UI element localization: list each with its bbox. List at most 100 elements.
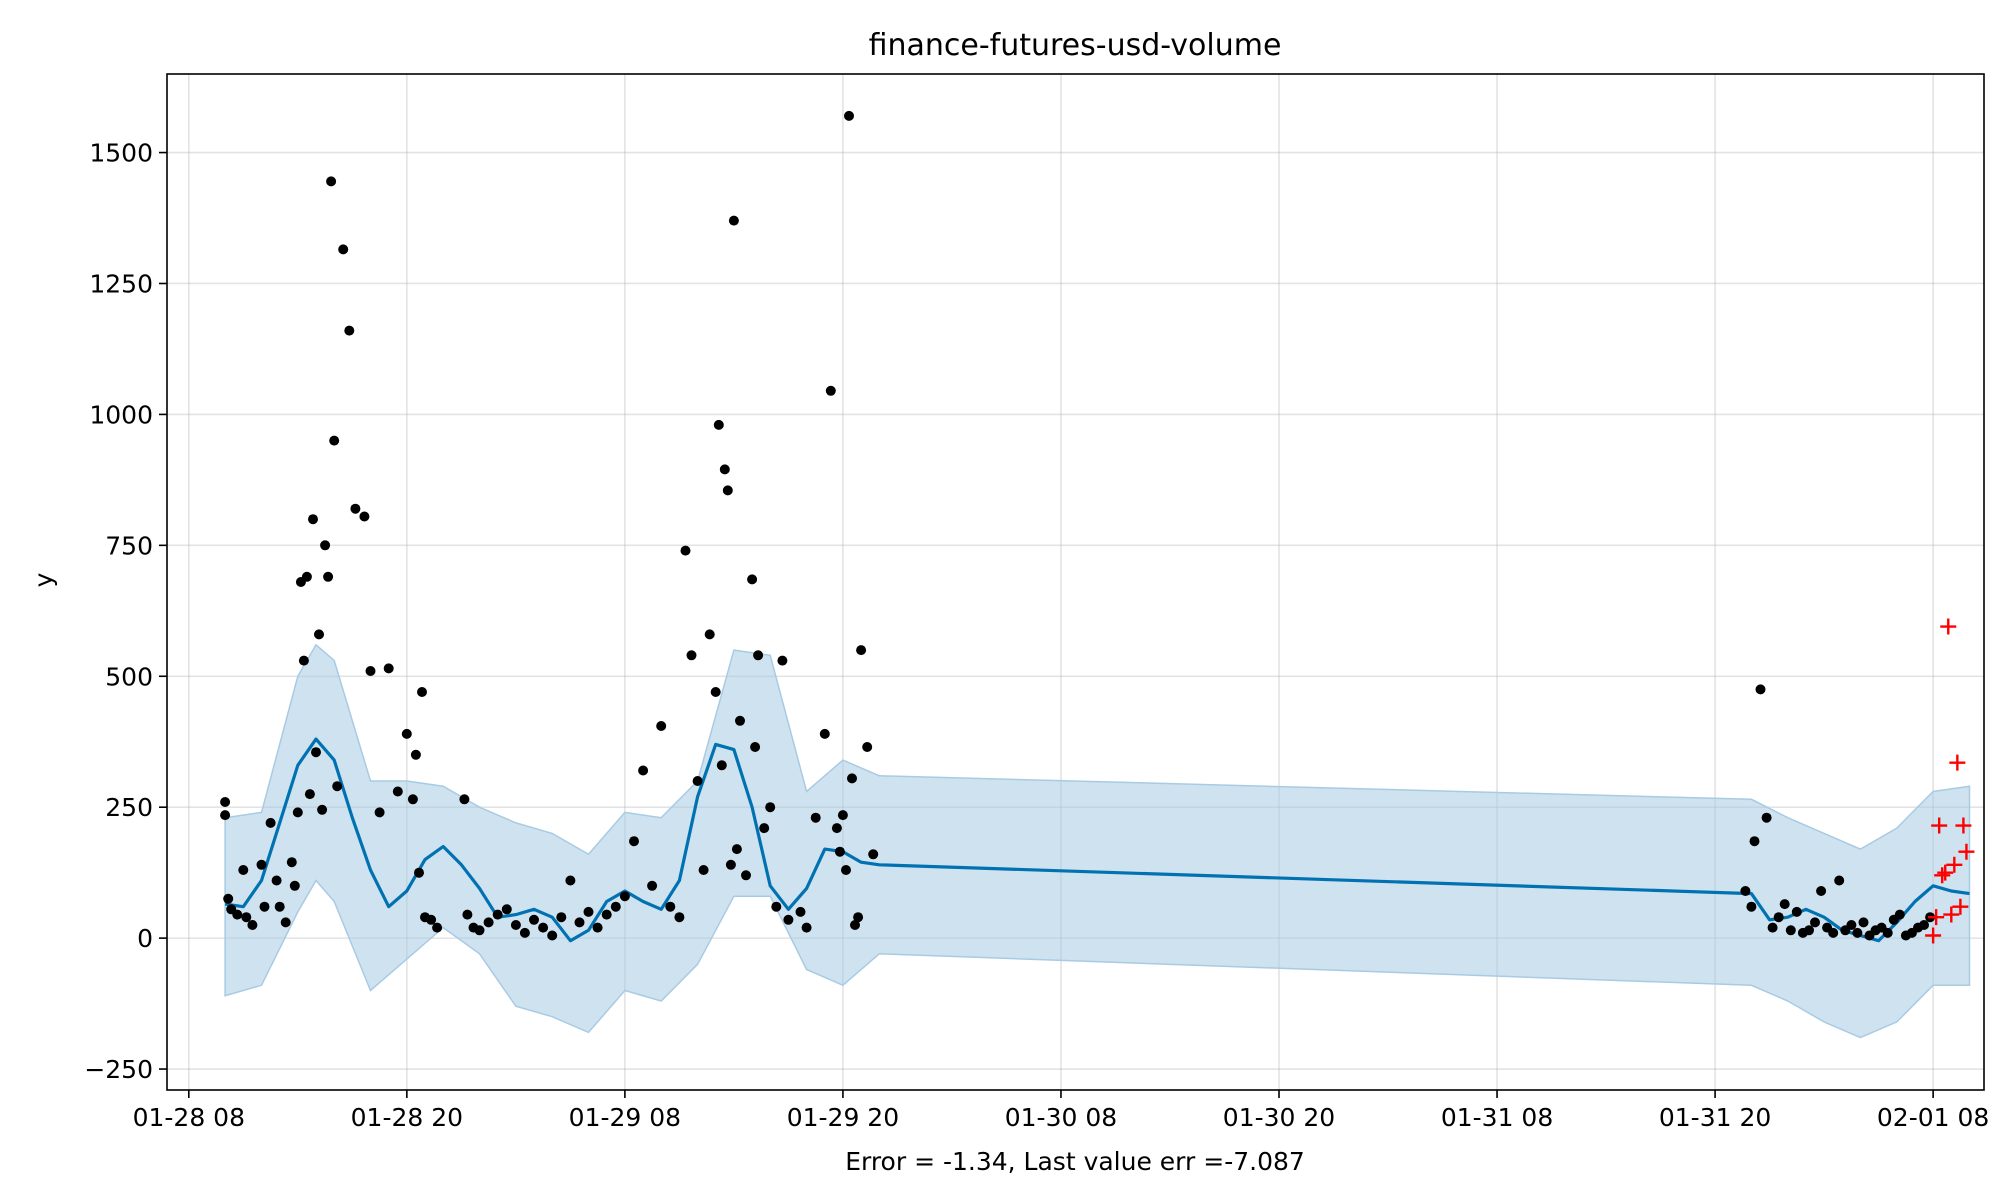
observed-point <box>850 920 860 930</box>
test-point <box>1928 909 1945 926</box>
observed-point <box>725 859 736 870</box>
observed-point <box>1785 925 1796 936</box>
observed-point <box>1779 899 1790 910</box>
observed-point <box>501 904 512 915</box>
observed-point <box>1804 925 1814 936</box>
observed-point <box>638 765 649 776</box>
observed-point <box>837 810 848 821</box>
observed-point <box>1919 920 1929 930</box>
observed-point <box>834 846 845 857</box>
observed-point <box>847 773 857 784</box>
observed-point <box>1767 922 1778 933</box>
observed-point <box>853 912 864 923</box>
observed-point <box>686 650 697 661</box>
observed-point <box>274 901 285 912</box>
test-point <box>1931 817 1948 834</box>
observed-point <box>492 909 503 920</box>
x-tick-label: 01-31 20 <box>1659 1103 1771 1132</box>
observed-point <box>1749 836 1760 847</box>
y-tick-label: 750 <box>105 531 153 560</box>
observed-point <box>713 419 724 430</box>
y-tick-label: 500 <box>105 662 153 691</box>
observed-point <box>868 849 879 860</box>
observed-point <box>1852 927 1863 938</box>
observed-point <box>265 817 276 828</box>
observed-point <box>719 464 730 475</box>
observed-point <box>601 909 612 920</box>
observed-point <box>311 747 321 758</box>
observed-point <box>680 545 691 556</box>
observed-point <box>323 571 334 582</box>
observed-point <box>432 922 443 933</box>
observed-point <box>610 901 621 912</box>
test-point <box>1943 906 1960 923</box>
observed-point <box>304 789 315 800</box>
observed-point <box>374 807 385 818</box>
y-tick-label: 250 <box>105 793 153 822</box>
observed-point <box>474 925 485 936</box>
test-point <box>1955 817 1972 834</box>
observed-point <box>529 914 539 925</box>
observed-point <box>856 645 867 656</box>
observed-point <box>223 893 234 904</box>
test-point <box>1958 843 1975 860</box>
test-point <box>1937 864 1954 881</box>
test-point <box>1925 927 1942 944</box>
x-axis: 01-28 08 01-28 20 01-29 08 01-29 20 01-30 08… <box>133 1090 1989 1132</box>
test-point <box>1946 856 1963 873</box>
observed-point <box>862 742 873 752</box>
observed-point <box>674 912 685 923</box>
observed-point <box>1834 875 1845 886</box>
observed-point <box>753 650 764 661</box>
observed-point <box>519 927 530 938</box>
y-axis-label: y <box>29 572 58 587</box>
observed-point <box>308 514 318 525</box>
observed-point <box>1810 917 1820 928</box>
observed-point <box>256 859 267 870</box>
observed-point <box>483 917 494 928</box>
observed-point <box>1858 917 1869 928</box>
observed-point <box>359 511 370 522</box>
observed-point <box>547 930 558 941</box>
x-axis-label: Error = -1.34, Last value err =-7.087 <box>845 1147 1305 1176</box>
observed-point <box>583 906 594 917</box>
observed-point <box>704 629 715 640</box>
observed-point <box>565 875 576 886</box>
observed-point <box>326 176 337 187</box>
observed-point <box>410 749 421 760</box>
observed-point <box>392 786 403 797</box>
observed-point <box>329 435 340 446</box>
y-tick-label: 0 <box>137 924 153 953</box>
test-point <box>1949 754 1966 771</box>
observed-point <box>592 922 603 933</box>
observed-point <box>301 571 312 582</box>
observed-point <box>722 485 733 496</box>
observed-point <box>1882 927 1893 938</box>
observed-point <box>1740 886 1751 896</box>
test-point <box>1952 898 1969 915</box>
chart-title: finance-futures-usd-volume <box>869 28 1282 63</box>
observed-point <box>556 912 567 923</box>
y-tick-label: 1250 <box>89 269 153 298</box>
observed-point <box>238 865 249 875</box>
observed-point <box>314 629 324 640</box>
observed-point <box>414 867 424 878</box>
observed-point <box>728 215 739 226</box>
observed-point <box>320 540 331 551</box>
y-tick-label: 1000 <box>89 400 153 429</box>
observed-point <box>819 728 830 739</box>
observed-point <box>510 920 521 930</box>
observed-point <box>731 844 742 855</box>
observed-point <box>1846 920 1857 930</box>
observed-point <box>1828 927 1839 938</box>
observed-point <box>241 912 252 923</box>
test-point <box>1940 618 1957 635</box>
forecast-line <box>224 737 1970 943</box>
observed-point <box>220 810 231 821</box>
observed-point <box>332 781 343 792</box>
x-tick-label: 02-01 08 <box>1877 1103 1989 1132</box>
observed-point <box>459 794 470 805</box>
observed-point <box>350 503 361 514</box>
observed-point <box>417 687 427 697</box>
